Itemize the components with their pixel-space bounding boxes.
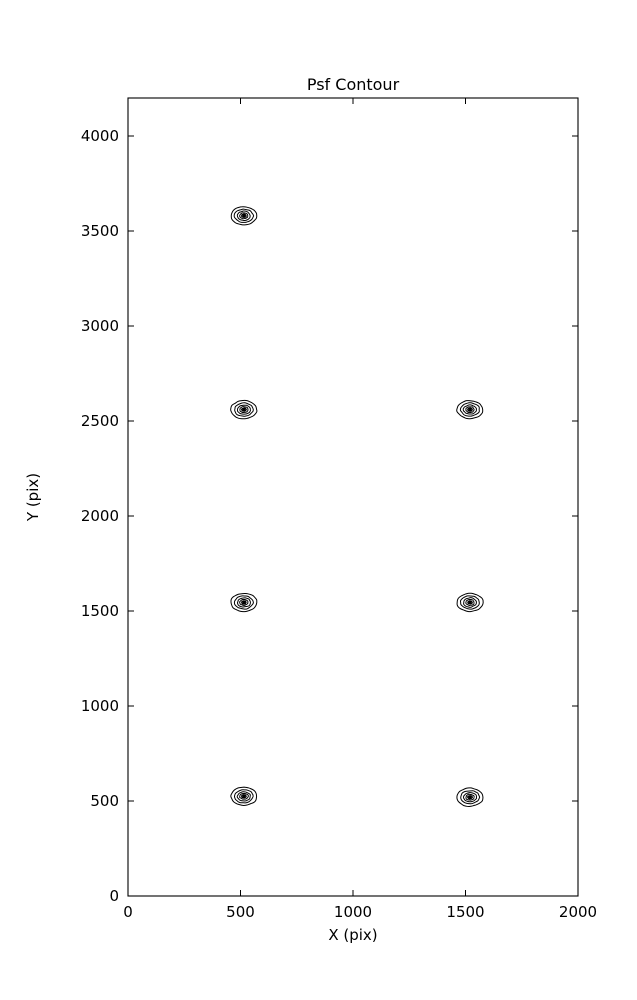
contour-level-ring <box>467 407 473 412</box>
psf-peak-marker <box>242 407 246 412</box>
contour-level-ring <box>233 789 254 804</box>
contour-level-ring <box>230 399 258 420</box>
x-tick-label: 1000 <box>334 903 372 921</box>
contour-level-ring <box>239 212 249 220</box>
contour-level-ring <box>239 793 249 800</box>
psf-peak-marker <box>242 794 246 798</box>
contour-sources-group <box>230 206 484 807</box>
y-tick-label: 2500 <box>81 412 119 430</box>
contour-level-ring <box>456 592 484 613</box>
contour-level-ring <box>463 597 477 608</box>
x-tick-label: 1500 <box>446 903 484 921</box>
contour-level-ring <box>467 600 473 605</box>
contour-level-ring <box>241 600 247 605</box>
contour-level-ring <box>462 404 477 415</box>
psf-contour-source <box>456 592 484 613</box>
psf-peak-marker <box>468 600 472 605</box>
psf-contour-source <box>456 787 484 807</box>
y-tick-label: 1000 <box>81 697 119 715</box>
psf-contour-source <box>230 786 258 806</box>
contour-level-ring <box>465 598 475 606</box>
y-tick-label: 4000 <box>81 127 119 145</box>
x-axis-label-group: X (pix) <box>328 926 377 944</box>
contour-level-ring <box>459 595 480 610</box>
psf-contour-source <box>456 400 484 420</box>
contour-level-ring <box>456 787 484 807</box>
contour-level-ring <box>465 793 475 801</box>
y-tick-label: 1500 <box>81 602 119 620</box>
y-tick-label: 0 <box>109 887 119 905</box>
contour-level-ring <box>233 595 254 610</box>
plot-title-group: Psf Contour <box>307 75 400 94</box>
psf-contour-source <box>230 593 258 613</box>
contour-level-ring <box>456 400 484 420</box>
x-tick-label: 500 <box>226 903 255 921</box>
plot-frame <box>127 97 579 897</box>
x-tick-label: 0 <box>123 903 133 921</box>
y-axis-label: Y (pix) <box>24 473 42 522</box>
contour-level-ring <box>460 790 481 805</box>
y-axis-ticks: 0 500 1000 1500 2000 2500 3000 3500 4000 <box>81 127 578 905</box>
contour-level-ring <box>237 597 251 608</box>
contour-level-ring <box>237 404 251 415</box>
y-tick-label: 3000 <box>81 317 119 335</box>
contour-level-ring <box>234 402 254 417</box>
y-tick-label: 500 <box>90 792 119 810</box>
contour-level-ring <box>236 791 251 802</box>
psf-contour-source <box>230 399 258 420</box>
contour-level-ring <box>465 406 475 414</box>
contour-level-ring <box>230 206 258 226</box>
y-axis-label-group: Y (pix) <box>24 473 42 522</box>
psf-peak-marker <box>468 795 472 799</box>
psf-contour-source <box>230 206 258 226</box>
contour-level-ring <box>463 792 478 803</box>
psf-peak-marker <box>468 407 472 412</box>
axes-frame <box>127 97 579 897</box>
x-axis-ticks: 0 500 1000 1500 2000 <box>123 98 597 921</box>
x-axis-label: X (pix) <box>328 926 377 944</box>
contour-level-ring <box>230 786 258 806</box>
contour-level-ring <box>241 407 247 412</box>
psf-peak-marker <box>242 600 246 605</box>
contour-level-ring <box>240 213 247 218</box>
contour-level-ring <box>233 208 255 223</box>
contour-level-ring <box>230 593 258 613</box>
x-tick-label: 2000 <box>559 903 597 921</box>
contour-level-ring <box>459 402 480 417</box>
psf-peak-marker <box>242 214 246 218</box>
contour-level-ring <box>239 598 249 606</box>
y-tick-label: 2000 <box>81 507 119 525</box>
contour-level-ring <box>236 210 251 222</box>
page-title: Psf Contour <box>307 75 400 94</box>
contour-level-ring <box>239 406 249 413</box>
y-tick-label: 3500 <box>81 222 119 240</box>
